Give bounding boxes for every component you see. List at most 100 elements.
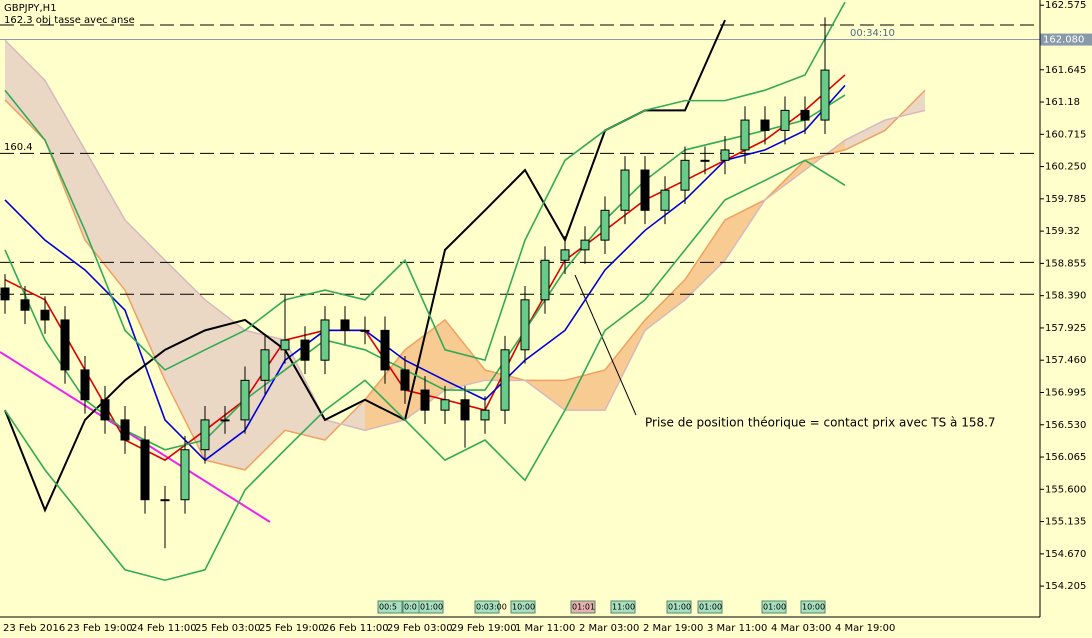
x-tick-label: 29 Feb 19:00 [451,623,517,634]
y-tick-label: 157.460 [1045,355,1086,366]
y-tick-label: 155.600 [1045,484,1086,495]
candle-body [740,119,750,151]
trend-line [0,351,271,523]
candle-body [460,399,470,421]
x-tick-label: 29 Feb 03:00 [387,623,453,634]
current-price-label: 162.080 [1043,35,1084,46]
session-label: 00:5 [379,603,397,612]
candle-body [380,329,390,371]
y-tick-label: 159.32 [1045,226,1080,237]
session-box [474,600,500,614]
session-label: 01:00 [699,603,722,612]
y-tick-label: 158.390 [1045,291,1086,302]
cloud-segment [125,220,165,381]
y-tick-label: 156.530 [1045,420,1086,431]
y-tick-label: 156.995 [1045,387,1086,398]
cloud-segment [245,330,285,470]
session-label: 10:00 [802,603,825,612]
candle-body [600,209,610,241]
candle-body [700,159,710,162]
y-tick-label: 154.670 [1045,549,1086,560]
candle-body [100,399,110,421]
y-tick-label: 160.715 [1045,129,1086,140]
candle-body [480,409,490,421]
candle-body [360,329,370,332]
candle-body [620,169,630,211]
candle-body [260,349,270,381]
candle-body [820,69,830,121]
session-box [761,600,787,614]
candle-body [640,169,650,211]
candle-body [580,239,590,251]
x-tick-label: 26 Feb 11:00 [323,623,389,634]
y-tick-label: 155.135 [1045,517,1086,528]
x-tick-label: 24 Feb 11:00 [131,623,197,634]
y-tick-label: 162.575 [1045,0,1086,11]
candle-body [420,389,430,411]
candle-body [800,109,810,121]
candles [0,17,830,549]
session-label: 11:00 [612,603,635,612]
session-box [510,600,536,614]
cloud-segment [5,40,45,141]
session-box [666,600,692,614]
candle-body [40,309,50,321]
y-tick-label: 157.925 [1045,323,1086,334]
session-box [377,600,403,614]
candle-body [220,419,230,422]
level-label: 160.4 [4,142,33,153]
session-label: 01:00 [668,603,691,612]
x-tick-label: 25 Feb 19:00 [259,623,325,634]
session-box [570,600,596,614]
session-label: 01:01 [572,603,595,612]
cloud-segment [605,319,645,411]
cloud-segment [85,149,125,291]
indicator-line [4,159,846,582]
cloud-edge [4,89,926,471]
candle-body [80,369,90,401]
session-box [800,600,826,614]
levels [0,24,1040,295]
indicator-line [4,1,846,371]
cloud-edge [4,39,926,432]
cloud-segment [45,80,85,241]
session-label: 01:00 [763,603,786,612]
session-label: 0:0 [404,603,417,612]
candle-body [680,159,690,191]
session-label: 10:00 [512,603,535,612]
y-tick-label: 154.205 [1045,581,1086,592]
x-tick-label: 23 Feb 2016 [3,623,65,634]
x-tick-label: 2 Mar 03:00 [579,623,639,634]
x-tick-label: 4 Mar 19:00 [835,623,895,634]
session-label: 01:00 [420,603,443,612]
x-tick-label: 2 Mar 19:00 [643,623,703,634]
y-tick-label: 159.785 [1045,194,1086,205]
symbol-title: GBPJPY,H1 [4,3,57,14]
candle-body [180,449,190,501]
candle-body [20,299,30,311]
cloud-segment [205,299,245,470]
y-tick-label: 161.18 [1045,97,1080,108]
candle-body [520,299,530,351]
cloud-segment [845,120,885,150]
session-label: 0:03:00 [476,603,507,612]
candle-body [160,499,170,502]
candle-body [400,369,410,391]
chart-subtitle: 162.3 obj tasse avec anse [4,15,135,26]
axes: 162.575 161.645 161.18 160.715 160.250 159.78… [3,0,1092,634]
candle-body [560,249,570,261]
y-tick-label: 160.250 [1045,162,1086,173]
candle-body [300,339,310,361]
y-tick-label: 158.855 [1045,258,1086,269]
candle-body [0,287,10,301]
cloud-segment [645,279,685,331]
candle-body [720,149,730,161]
cloud-segment [685,220,725,300]
session-box [418,600,444,614]
annotation-arrow [574,274,637,416]
current-price-box [1040,33,1092,46]
candle-body [240,379,250,421]
candle-body [60,319,70,371]
